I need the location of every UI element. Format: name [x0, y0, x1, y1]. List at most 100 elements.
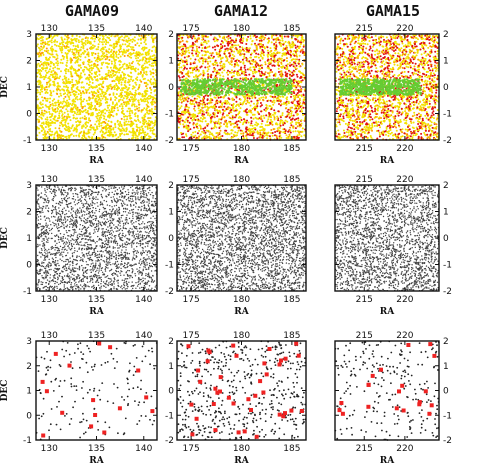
galaxy-point — [37, 46, 40, 49]
galaxy-point — [112, 115, 115, 118]
galaxy-point — [56, 34, 59, 37]
galaxy-point — [126, 101, 129, 104]
galaxy-point — [95, 92, 98, 95]
galaxy-point — [184, 121, 186, 124]
galaxy-point — [256, 122, 259, 125]
galaxy-point — [132, 132, 135, 135]
galaxy-point — [139, 71, 142, 73]
galaxy-point — [194, 109, 196, 112]
galaxy-point — [297, 89, 300, 92]
y-tick-label: 3 — [26, 30, 32, 40]
galaxy-point — [240, 119, 243, 121]
galaxy-point — [131, 134, 134, 137]
galaxy-point — [235, 114, 238, 116]
galaxy-point — [135, 77, 137, 80]
galaxy-point — [135, 51, 138, 54]
galaxy-point — [274, 49, 276, 52]
galaxy-point — [46, 136, 49, 139]
galaxy-point — [132, 67, 135, 70]
galaxy-point — [201, 115, 204, 118]
galaxy-point — [210, 127, 213, 130]
galaxy-point — [210, 133, 213, 136]
galaxy-point — [286, 110, 289, 113]
galaxy-point — [193, 66, 196, 69]
galaxy-point — [225, 40, 228, 43]
galaxy-point — [246, 60, 249, 63]
galaxy-point — [274, 73, 277, 76]
galaxy-point — [43, 109, 46, 112]
galaxy-point — [112, 134, 115, 136]
galaxy-point — [274, 41, 277, 44]
galaxy-point — [218, 100, 221, 103]
galaxy-point — [154, 120, 157, 123]
galaxy-point — [61, 123, 64, 126]
galaxy-point — [278, 129, 281, 132]
galaxy-point — [296, 134, 299, 137]
galaxy-point — [154, 94, 157, 97]
galaxy-point — [144, 56, 146, 59]
galaxy-point — [180, 111, 183, 114]
galaxy-point — [202, 58, 205, 61]
galaxy-point — [128, 112, 131, 115]
galaxy-point — [286, 75, 288, 78]
galaxy-point — [230, 63, 233, 66]
galaxy-point — [64, 42, 67, 45]
galaxy-point — [67, 68, 70, 71]
galaxy-point — [180, 54, 183, 57]
galaxy-point — [96, 60, 99, 63]
galaxy-point — [57, 117, 59, 120]
galaxy-point — [182, 123, 185, 126]
galaxy-point — [295, 81, 298, 84]
galaxy-point — [49, 105, 52, 107]
galaxy-point — [80, 100, 83, 103]
galaxy-point — [294, 46, 297, 49]
galaxy-point — [62, 55, 65, 58]
galaxy-point — [91, 87, 94, 89]
galaxy-point — [261, 64, 264, 67]
galaxy-point — [191, 102, 194, 105]
galaxy-point — [61, 78, 64, 81]
galaxy-point — [44, 69, 47, 72]
galaxy-point — [298, 121, 301, 124]
galaxy-point — [119, 132, 121, 135]
galaxy-point — [244, 47, 247, 50]
galaxy-point — [74, 68, 77, 71]
galaxy-point — [255, 103, 258, 106]
galaxy-point — [141, 131, 144, 134]
galaxy-point — [269, 99, 272, 102]
galaxy-point — [264, 63, 267, 66]
galaxy-point — [152, 68, 154, 71]
galaxy-point — [182, 97, 185, 100]
galaxy-point — [128, 66, 131, 69]
galaxy-point — [281, 54, 284, 57]
galaxy-point — [80, 66, 82, 69]
galaxy-point — [48, 52, 51, 55]
galaxy-point — [48, 85, 50, 88]
galaxy-point — [122, 128, 125, 131]
galaxy-point — [137, 119, 140, 122]
galaxy-point — [184, 108, 187, 111]
galaxy-point — [298, 54, 301, 57]
galaxy-point — [250, 100, 253, 103]
galaxy-point — [79, 58, 82, 61]
galaxy-point — [197, 53, 200, 56]
galaxy-point — [146, 105, 149, 108]
galaxy-point — [48, 133, 51, 136]
galaxy-point — [226, 71, 228, 74]
galaxy-point — [110, 74, 113, 77]
galaxy-point — [283, 122, 286, 125]
galaxy-point — [204, 131, 207, 134]
galaxy-point — [60, 94, 63, 97]
galaxy-point — [243, 66, 246, 69]
galaxy-point — [198, 124, 201, 127]
galaxy-point — [112, 127, 115, 130]
galaxy-point — [101, 97, 104, 100]
galaxy-point — [262, 99, 265, 102]
galaxy-point — [231, 46, 234, 49]
galaxy-point — [199, 120, 202, 123]
galaxy-point — [182, 43, 185, 46]
column-title-gama15: GAMA15 — [366, 2, 420, 20]
galaxy-point — [66, 93, 69, 96]
galaxy-point — [138, 92, 141, 94]
galaxy-point — [67, 95, 70, 98]
